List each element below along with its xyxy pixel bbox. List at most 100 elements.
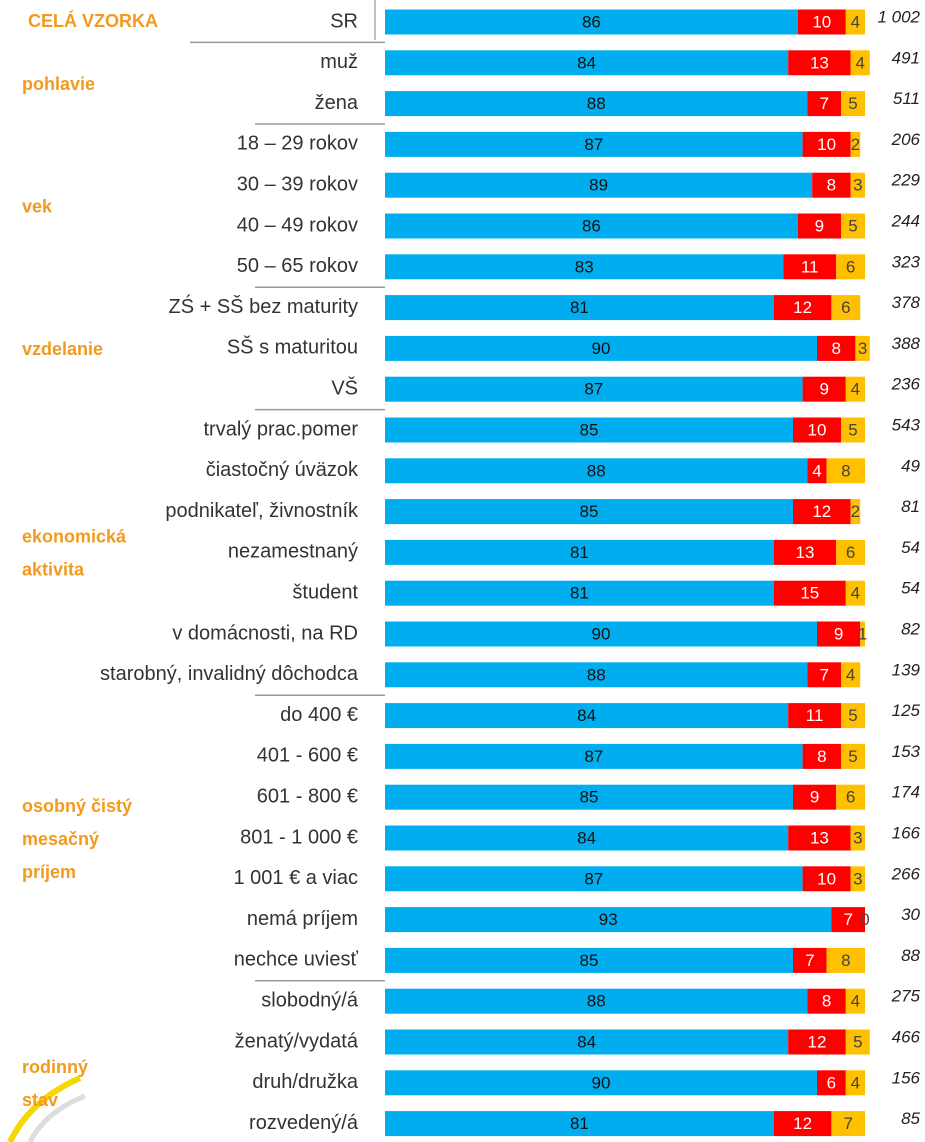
bar-segment	[385, 417, 793, 443]
bar-segment	[826, 458, 865, 484]
count-label: 88	[901, 946, 920, 965]
count-label: 49	[901, 456, 920, 475]
value-label: 10	[812, 12, 831, 31]
category-label: VŠ	[331, 376, 358, 399]
bar-segment	[385, 988, 808, 1014]
count-label: 54	[901, 579, 920, 598]
bar-segment	[773, 580, 846, 606]
bar-segment	[385, 499, 793, 525]
value-label: 10	[808, 420, 827, 439]
category-label: ZŚ + SŠ bez maturity	[168, 294, 358, 318]
bar-segment	[385, 866, 803, 892]
bar-segment	[385, 213, 798, 239]
bar-segment	[836, 784, 865, 810]
bar-segment	[788, 825, 851, 851]
group-label: osobný čistý	[22, 796, 132, 816]
value-label: 88	[587, 94, 606, 113]
bar-segment	[850, 499, 861, 525]
value-label: 5	[848, 706, 857, 725]
category-label: 18 – 29 rokov	[237, 133, 358, 155]
value-label: 3	[858, 339, 867, 358]
value-label: 81	[570, 1114, 589, 1133]
value-label: 8	[827, 176, 836, 195]
count-label: 1 002	[877, 7, 920, 26]
bar-segment	[855, 335, 870, 361]
bar-segment	[836, 539, 865, 565]
value-label: 81	[570, 584, 589, 603]
value-label: 86	[582, 12, 601, 31]
value-label: 4	[851, 584, 860, 603]
category-label: čiastočný úväzok	[206, 459, 359, 481]
value-label: 8	[817, 747, 826, 766]
bar-segment	[860, 621, 865, 647]
bar-segment	[807, 91, 841, 117]
value-label: 4	[846, 665, 855, 684]
value-label: 15	[800, 584, 819, 603]
bar-segment	[773, 539, 837, 565]
value-label: 5	[848, 94, 857, 113]
count-label: 511	[893, 89, 920, 108]
value-label: 13	[810, 53, 829, 72]
value-label: 4	[851, 12, 860, 31]
value-label: 85	[580, 788, 599, 807]
value-label: 3	[853, 828, 862, 847]
count-label: 174	[892, 783, 920, 802]
bar-segment	[793, 499, 851, 525]
value-label: 90	[592, 624, 611, 643]
group-label: pohlavie	[22, 74, 95, 94]
bar-segment	[836, 254, 865, 280]
category-label: SR	[330, 10, 358, 32]
count-label: 229	[891, 171, 921, 190]
category-label: do 400 €	[280, 704, 358, 726]
value-label: 81	[570, 298, 589, 317]
count-label: 543	[892, 415, 921, 434]
category-label: nechce uviesť	[234, 949, 359, 971]
value-label: 12	[808, 1032, 827, 1051]
bar-segment	[841, 743, 865, 769]
bar-segment	[845, 1029, 870, 1055]
bar-segment	[385, 1070, 817, 1096]
category-label: nezamestnaný	[228, 541, 358, 563]
group-label: ekonomická	[22, 527, 127, 547]
bar-segment	[385, 539, 774, 565]
bar-segment	[802, 743, 841, 769]
value-label: 86	[582, 216, 601, 235]
value-label: 0	[860, 910, 869, 929]
value-label: 87	[584, 747, 603, 766]
category-label: 40 – 49 rokov	[237, 214, 358, 236]
value-label: 87	[584, 380, 603, 399]
value-label: 85	[580, 951, 599, 970]
value-label: 88	[587, 461, 606, 480]
value-label: 4	[812, 461, 821, 480]
value-label: 7	[805, 951, 814, 970]
group-label: CELÁ VZORKA	[28, 10, 158, 31]
bar-segment	[845, 9, 865, 35]
value-label: 10	[817, 135, 836, 154]
value-label: 9	[834, 624, 843, 643]
category-label: 801 - 1 000 €	[240, 826, 358, 848]
group-label: mesačný	[22, 829, 99, 849]
bar-segment	[788, 1029, 846, 1055]
bar-segment	[385, 91, 808, 117]
bar-segment	[850, 172, 865, 198]
count-label: 275	[891, 987, 921, 1006]
value-label: 12	[793, 298, 812, 317]
category-label: trvalý prac.pomer	[204, 418, 359, 440]
bar-segment	[385, 50, 789, 76]
bar-segment	[817, 1070, 846, 1096]
bar-segment	[831, 295, 861, 321]
value-label: 85	[580, 502, 599, 521]
value-label: 5	[848, 216, 857, 235]
bar-segment	[385, 254, 784, 280]
bar-segment	[793, 417, 841, 443]
group-label: vzdelanie	[22, 339, 103, 359]
bar-segment	[826, 947, 865, 973]
value-label: 84	[577, 53, 596, 72]
category-label: 30 – 39 rokov	[237, 173, 358, 195]
category-label: žena	[315, 92, 359, 114]
category-label: 50 – 65 rokov	[237, 255, 358, 277]
count-label: 466	[892, 1027, 921, 1046]
category-label: 401 - 600 €	[257, 745, 358, 767]
value-label: 7	[819, 94, 828, 113]
